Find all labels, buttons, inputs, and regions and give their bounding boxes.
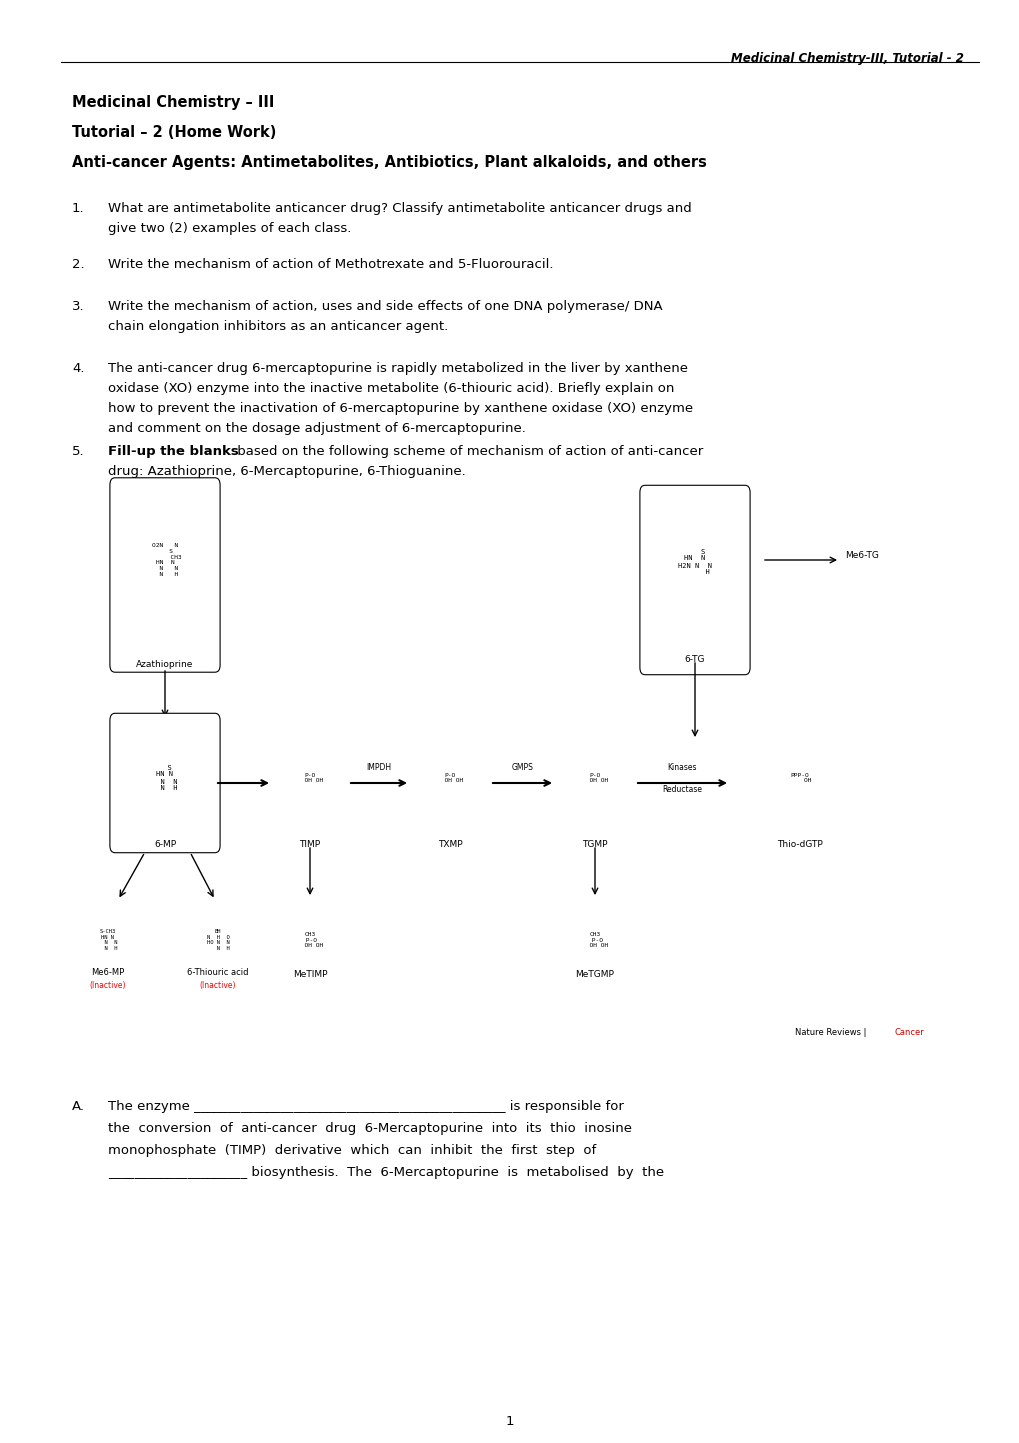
Text: CH3
 P-O
  OH OH: CH3 P-O OH OH <box>297 932 323 948</box>
Text: Medicinal Chemistry-III, Tutorial - 2: Medicinal Chemistry-III, Tutorial - 2 <box>731 52 963 65</box>
Text: The anti-cancer drug 6-mercaptopurine is rapidly metabolized in the liver by xan: The anti-cancer drug 6-mercaptopurine is… <box>108 362 688 375</box>
Text: Azathioprine: Azathioprine <box>137 659 194 670</box>
Text: MeTIMP: MeTIMP <box>292 970 327 978</box>
Text: A.: A. <box>72 1100 85 1113</box>
Text: 5.: 5. <box>72 444 85 457</box>
Text: the  conversion  of  anti-cancer  drug  6-Mercaptopurine  into  its  thio  inosi: the conversion of anti-cancer drug 6-Mer… <box>108 1123 632 1136</box>
Text: 6-TG: 6-TG <box>684 655 704 664</box>
Text: 2.: 2. <box>72 258 85 271</box>
Text: P-O
  OH OH: P-O OH OH <box>297 772 323 784</box>
Text: _____________________ biosynthesis.  The  6-Mercaptopurine  is  metabolised  by : _____________________ biosynthesis. The … <box>108 1166 663 1179</box>
Text: GMPS: GMPS <box>512 763 533 772</box>
Text: 6-Thiouric acid: 6-Thiouric acid <box>187 968 249 977</box>
Text: TGMP: TGMP <box>582 840 607 848</box>
Text: Reductase: Reductase <box>662 785 702 794</box>
FancyBboxPatch shape <box>639 485 749 675</box>
Text: Thio-dGTP: Thio-dGTP <box>776 840 822 848</box>
Text: IMPDH: IMPDH <box>366 763 391 772</box>
Text: 1: 1 <box>505 1416 514 1429</box>
Text: give two (2) examples of each class.: give two (2) examples of each class. <box>108 222 351 235</box>
Text: PPP-O
    OH: PPP-O OH <box>788 772 810 784</box>
Text: (Inactive): (Inactive) <box>200 981 236 990</box>
Text: how to prevent the inactivation of 6-mercaptopurine by xanthene oxidase (XO) enz: how to prevent the inactivation of 6-mer… <box>108 403 693 416</box>
Text: oxidase (XO) enzyme into the inactive metabolite (6-thiouric acid). Briefly expl: oxidase (XO) enzyme into the inactive me… <box>108 382 674 395</box>
Text: Nature Reviews |: Nature Reviews | <box>794 1027 868 1038</box>
Text: 4.: 4. <box>72 362 85 375</box>
Text: drug: Azathioprine, 6-Mercaptopurine, 6-Thioguanine.: drug: Azathioprine, 6-Mercaptopurine, 6-… <box>108 465 466 478</box>
Text: O2N   N
   S
      CH3
HN  N
  N   N
  N   H: O2N N S CH3 HN N N N N H <box>148 543 181 577</box>
Text: The enzyme _______________________________________________ is responsible for: The enzyme _____________________________… <box>108 1100 624 1113</box>
Text: Me6-TG: Me6-TG <box>844 550 878 560</box>
Text: Tutorial – 2 (Home Work): Tutorial – 2 (Home Work) <box>72 126 276 140</box>
Text: Kinases: Kinases <box>667 763 697 772</box>
Text: Write the mechanism of action of Methotrexate and 5-Fluorouracil.: Write the mechanism of action of Methotr… <box>108 258 553 271</box>
Text: TXMP: TXMP <box>437 840 462 848</box>
Text: Write the mechanism of action, uses and side effects of one DNA polymerase/ DNA: Write the mechanism of action, uses and … <box>108 300 662 313</box>
Text: 3.: 3. <box>72 300 85 313</box>
Text: (Inactive): (Inactive) <box>90 981 126 990</box>
Text: chain elongation inhibitors as an anticancer agent.: chain elongation inhibitors as an antica… <box>108 320 447 333</box>
Text: MeTGMP: MeTGMP <box>575 970 613 978</box>
Text: and comment on the dosage adjustment of 6-mercaptopurine.: and comment on the dosage adjustment of … <box>108 421 526 434</box>
Text: P-O
  OH OH: P-O OH OH <box>581 772 607 784</box>
Text: S
HN  N
H2N N  N
      H: S HN N H2N N N H <box>678 548 711 576</box>
Text: P-O
  OH OH: P-O OH OH <box>436 772 463 784</box>
Text: S
HN N
  N  N
  N  H: S HN N N N N H <box>152 765 177 792</box>
FancyBboxPatch shape <box>110 713 220 853</box>
Text: S-CH3
HN N
  N  N
  N  H: S-CH3 HN N N N N H <box>98 929 117 951</box>
Text: based on the following scheme of mechanism of action of anti-cancer: based on the following scheme of mechani… <box>232 444 702 457</box>
Text: CH3
 P-O
  OH OH: CH3 P-O OH OH <box>581 932 607 948</box>
Text: Anti-cancer Agents: Antimetabolites, Antibiotics, Plant alkaloids, and others: Anti-cancer Agents: Antimetabolites, Ant… <box>72 154 706 170</box>
Text: 1.: 1. <box>72 202 85 215</box>
Text: monophosphate  (TIMP)  derivative  which  can  inhibit  the  first  step  of: monophosphate (TIMP) derivative which ca… <box>108 1144 596 1157</box>
Text: BH
N  H  O
HO N  N
   N  H: BH N H O HO N N N H <box>207 929 229 951</box>
Text: TIMP: TIMP <box>300 840 320 848</box>
FancyBboxPatch shape <box>110 478 220 672</box>
Text: Cancer: Cancer <box>894 1027 924 1038</box>
Text: Me6-MP: Me6-MP <box>92 968 124 977</box>
Text: Fill-up the blanks: Fill-up the blanks <box>108 444 238 457</box>
Text: What are antimetabolite anticancer drug? Classify antimetabolite anticancer drug: What are antimetabolite anticancer drug?… <box>108 202 691 215</box>
Text: 6-MP: 6-MP <box>154 840 176 848</box>
Text: Medicinal Chemistry – III: Medicinal Chemistry – III <box>72 95 274 110</box>
